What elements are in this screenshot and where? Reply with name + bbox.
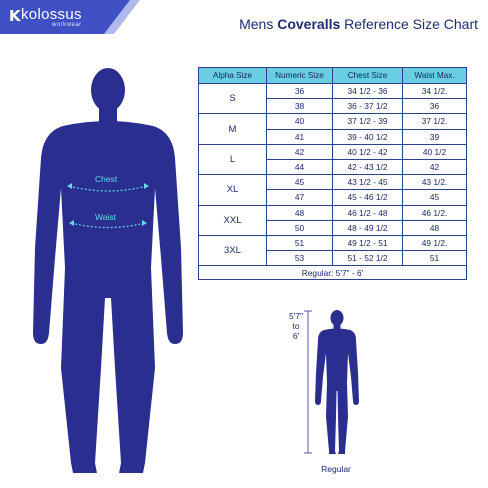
- alpha-size-cell: 3XL: [198, 234, 267, 267]
- large-body-figure: [33, 68, 183, 473]
- header-chest-size: Chest Size: [332, 67, 403, 84]
- numeric-size-cell: 40: [266, 113, 333, 130]
- numeric-size-cell: 48: [266, 204, 333, 221]
- height-label: 5'7" to 6': [284, 311, 308, 341]
- alpha-size-cell: XXL: [198, 204, 267, 236]
- waist-max-cell: 39: [402, 128, 467, 145]
- chest-size-cell: 43 1/2 - 45: [332, 174, 403, 191]
- waist-max-cell: 46 1/2.: [402, 204, 467, 221]
- waist-max-cell: 34 1/2.: [402, 82, 467, 100]
- numeric-size-cell: 51: [266, 234, 333, 252]
- table-row: XXL 48 46 1/2 - 48 46 1/2.: [198, 204, 467, 236]
- chest-size-cell: 48 - 49 1/2: [332, 219, 403, 236]
- table-row: 50 48 - 49 1/2 48: [199, 219, 467, 236]
- numeric-size-cell: 47: [266, 189, 333, 206]
- header-waist-max: Waist Max.: [402, 67, 467, 84]
- header-alpha-size: Alpha Size: [198, 67, 267, 84]
- small-figure-caption: Regular: [321, 464, 351, 474]
- waist-max-cell: 45: [402, 189, 467, 206]
- table-row: M 40 37 1/2 - 39 37 1/2.: [198, 113, 467, 145]
- table-header-row: Alpha Size Numeric Size Chest Size Waist…: [198, 67, 467, 84]
- alpha-size-cell: L: [198, 143, 267, 176]
- table-row: L 42 40 1/2 - 42 40 1/2: [198, 143, 467, 176]
- waist-max-cell: 49 1/2.: [402, 234, 467, 252]
- chest-size-cell: 42 - 43 1/2: [332, 158, 403, 176]
- numeric-size-cell: 38: [266, 98, 333, 115]
- alpha-size-cell: S: [198, 82, 267, 115]
- logo-band-shape: [0, 0, 140, 34]
- small-body-figure: [304, 310, 359, 454]
- numeric-size-cell: 41: [266, 128, 333, 145]
- brand-subtitle: workwear: [52, 22, 82, 28]
- regular-range-cell: Regular: 5'7" - 6': [198, 265, 467, 281]
- chest-size-cell: 51 - 52 1/2: [332, 250, 403, 267]
- waist-max-cell: 42: [402, 158, 467, 176]
- title-bold: Coveralls: [277, 16, 341, 32]
- title-suffix: Reference Size Chart: [340, 16, 478, 32]
- height-label-top: 5'7": [288, 311, 304, 321]
- brand-logo: K kolossus workwear: [0, 0, 170, 34]
- height-label-middle: to: [292, 321, 300, 331]
- chest-size-cell: 46 1/2 - 48: [332, 204, 403, 221]
- chest-size-cell: 39 - 40 1/2: [332, 128, 403, 145]
- header-numeric-size: Numeric Size: [266, 67, 333, 84]
- chest-size-cell: 34 1/2 - 36: [332, 82, 403, 100]
- table-row: 3XL 51 49 1/2 - 51 49 1/2.: [198, 234, 467, 267]
- size-table: Alpha Size Numeric Size Chest Size Waist…: [198, 67, 467, 281]
- waist-measure-line: [70, 222, 146, 229]
- waist-max-cell: 40 1/2: [402, 143, 467, 160]
- brand-mark: K: [9, 7, 21, 25]
- waist-max-cell: 43 1/2.: [402, 174, 467, 191]
- brand-name: kolossus: [21, 6, 82, 23]
- numeric-size-cell: 50: [266, 219, 333, 236]
- chest-size-cell: 49 1/2 - 51: [332, 234, 403, 252]
- table-row: 53 51 - 52 1/2 51: [199, 250, 467, 267]
- numeric-size-cell: 53: [266, 250, 333, 267]
- height-label-bottom: 6': [292, 331, 300, 341]
- waist-max-cell: 37 1/2.: [402, 113, 467, 130]
- page-title: Mens Coveralls Reference Size Chart: [239, 16, 478, 32]
- numeric-size-cell: 44: [266, 158, 333, 176]
- alpha-size-cell: XL: [198, 174, 267, 206]
- chest-size-cell: 45 - 46 1/2: [332, 189, 403, 206]
- chest-size-cell: 37 1/2 - 39: [332, 113, 403, 130]
- table-row: S 36 34 1/2 - 36 34 1/2.: [198, 82, 467, 115]
- table-footer-row: Regular: 5'7" - 6': [198, 265, 467, 281]
- title-prefix: Mens: [239, 16, 278, 32]
- table-row: XL 45 43 1/2 - 45 43 1/2.: [198, 174, 467, 206]
- chest-size-cell: 36 - 37 1/2: [332, 98, 403, 115]
- table-row: 44 42 - 43 1/2 42: [199, 158, 467, 176]
- waist-max-cell: 36: [402, 98, 467, 115]
- alpha-size-cell: M: [198, 113, 267, 145]
- numeric-size-cell: 45: [266, 174, 333, 191]
- waist-max-cell: 48: [402, 219, 467, 236]
- numeric-size-cell: 36: [266, 82, 333, 100]
- chest-label: Chest: [95, 174, 118, 184]
- chest-size-cell: 40 1/2 - 42: [332, 143, 403, 160]
- numeric-size-cell: 42: [266, 143, 333, 160]
- waist-max-cell: 51: [402, 250, 467, 267]
- waist-label: Waist: [95, 212, 116, 222]
